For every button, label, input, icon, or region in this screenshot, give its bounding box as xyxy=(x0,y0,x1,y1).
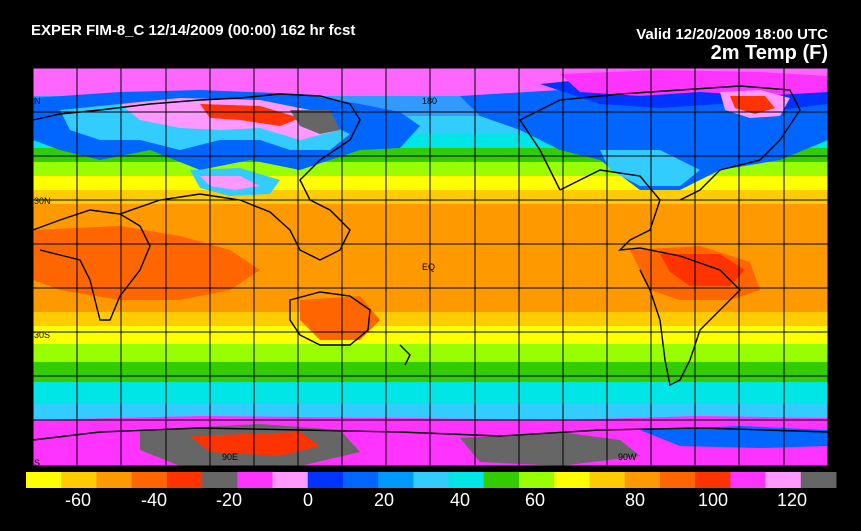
lat-label-s: S xyxy=(34,458,40,468)
colorbar-swatch xyxy=(519,472,555,488)
colorbar-swatch xyxy=(131,472,168,488)
variable-title: 2m Temp (F) xyxy=(710,42,828,64)
colorbar-swatch xyxy=(730,472,767,488)
colorbar-tick: 120 xyxy=(777,490,807,510)
colorbar-swatch xyxy=(659,472,696,488)
valid-time: Valid 12/20/2009 18:00 UTC xyxy=(636,26,828,43)
colorbar-swatch xyxy=(800,472,837,488)
colorbar xyxy=(26,472,837,488)
run-title: EXPER FIM-8_C 12/14/2009 (00:00) 162 hr … xyxy=(31,22,356,39)
colorbar-swatch xyxy=(342,472,379,488)
colorbar-swatch xyxy=(448,472,485,488)
colorbar-swatch xyxy=(26,472,62,488)
colorbar-swatch xyxy=(413,472,450,488)
colorbar-tick: 100 xyxy=(698,490,728,510)
lon-label-180: 180 xyxy=(422,96,437,106)
colorbar-swatch xyxy=(237,472,274,488)
coastlines xyxy=(32,85,829,441)
lon-label-90w: 90W xyxy=(618,452,637,462)
colorbar-tick: 0 xyxy=(303,490,313,510)
colorbar-tick: -20 xyxy=(216,490,242,510)
lat-label-eq: EQ xyxy=(422,262,435,272)
colorbar-swatch xyxy=(554,472,590,488)
colorbar-tick: 40 xyxy=(450,490,470,510)
colorbar-swatch xyxy=(765,472,802,488)
lat-label-30n: 30N xyxy=(34,196,51,206)
colorbar-swatch xyxy=(61,472,97,488)
colorbar-tick: -60 xyxy=(65,490,91,510)
graticule xyxy=(32,67,829,467)
colorbar-tick: -40 xyxy=(141,490,167,510)
lat-label-30s: 30S xyxy=(34,330,50,340)
colorbar-swatch xyxy=(695,472,731,488)
colorbar-ticks: -60 -40 -20 0 20 40 60 80 100 120 xyxy=(65,490,807,510)
map-labels: N 30N EQ 30S S 90E 180 90W xyxy=(34,96,637,468)
colorbar-swatch xyxy=(624,472,661,488)
colorbar-swatch xyxy=(166,472,203,488)
colorbar-swatch xyxy=(272,472,309,488)
colorbar-tick: 80 xyxy=(625,490,645,510)
colorbar-swatch xyxy=(96,472,133,488)
lon-label-90e: 90E xyxy=(222,452,238,462)
colorbar-tick: 60 xyxy=(525,490,545,510)
colorbar-swatch xyxy=(589,472,626,488)
colorbar-tick: 20 xyxy=(374,490,394,510)
lat-label-n: N xyxy=(34,96,41,106)
colorbar-swatch xyxy=(378,472,414,488)
colorbar-swatch xyxy=(483,472,520,488)
colorbar-swatch xyxy=(202,472,238,488)
colorbar-swatch xyxy=(307,472,344,488)
